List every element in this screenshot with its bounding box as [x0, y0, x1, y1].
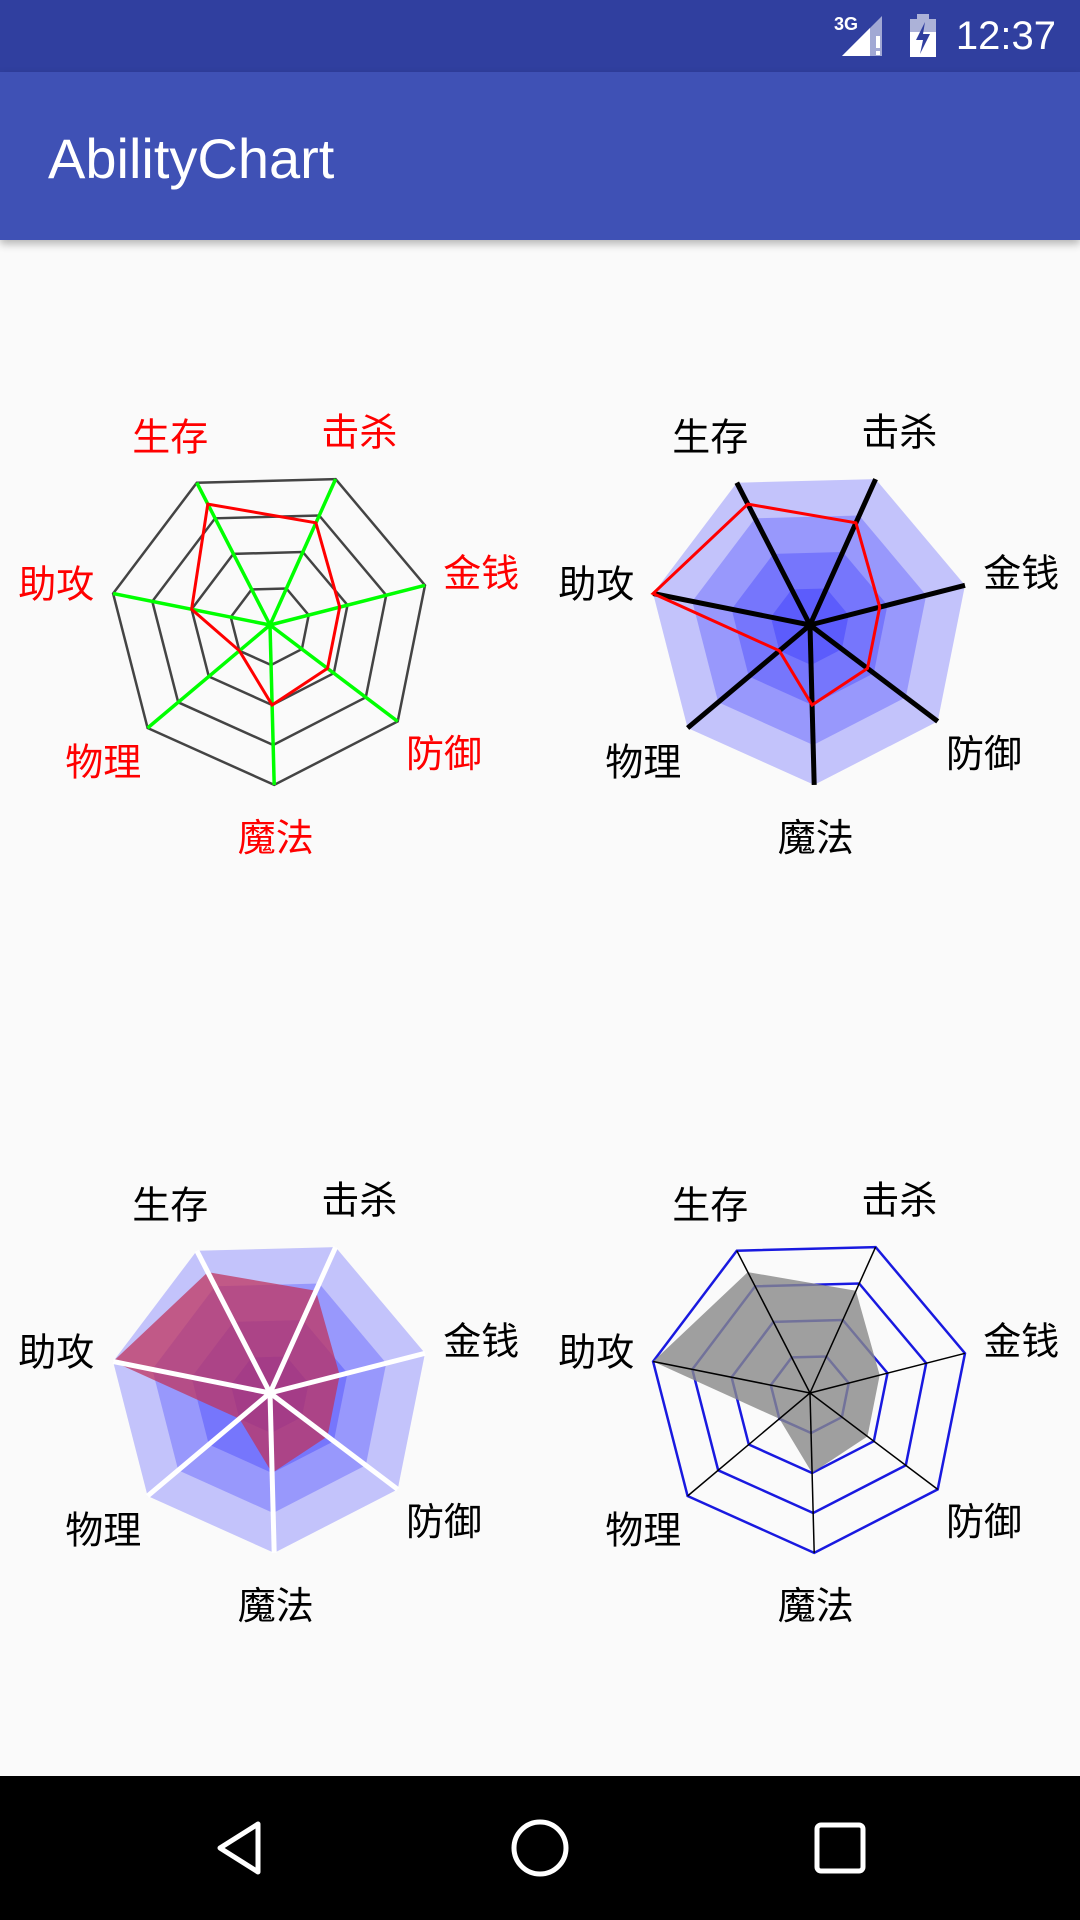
axis-label: 击杀 [861, 1179, 937, 1223]
axis-label: 击杀 [321, 411, 397, 455]
axis-label: 魔法 [778, 816, 854, 860]
radar-series [192, 504, 340, 705]
axis-label: 物理 [65, 1509, 141, 1553]
axis-label: 魔法 [238, 1584, 314, 1628]
axis-label: 防御 [946, 1500, 1022, 1544]
axis-label: 生存 [132, 1184, 208, 1228]
axis-label: 助攻 [18, 1330, 94, 1374]
signal-3g-icon: 3G [834, 12, 890, 60]
axis-label: 金钱 [983, 1319, 1059, 1363]
radar-spoke [270, 585, 425, 625]
axis-label: 物理 [605, 741, 681, 785]
axis-label: 助攻 [558, 562, 634, 606]
axis-label: 物理 [605, 1509, 681, 1553]
home-icon[interactable] [490, 1798, 590, 1898]
battery-charging-icon [908, 12, 938, 60]
axis-label: 金钱 [983, 551, 1059, 595]
axis-label: 金钱 [443, 551, 519, 595]
app-title: AbilityChart [48, 126, 334, 191]
app-bar: AbilityChart [0, 72, 1080, 240]
axis-label: 金钱 [443, 1319, 519, 1363]
axis-label: 助攻 [558, 1330, 634, 1374]
axis-label: 击杀 [861, 411, 937, 455]
axis-label: 防御 [406, 732, 482, 776]
axis-label: 助攻 [18, 562, 94, 606]
axis-label: 魔法 [238, 816, 314, 860]
axis-label: 魔法 [778, 1584, 854, 1628]
axis-label: 防御 [406, 1500, 482, 1544]
status-icons: 3G 12:37 [834, 0, 1056, 72]
radar-series [653, 1272, 880, 1473]
axis-label: 生存 [672, 416, 748, 460]
radar-spoke [148, 625, 270, 728]
navigation-bar [0, 1776, 1080, 1920]
axis-label: 防御 [946, 732, 1022, 776]
axis-label: 击杀 [321, 1179, 397, 1223]
recents-icon[interactable] [790, 1798, 890, 1898]
status-time: 12:37 [956, 14, 1056, 59]
axis-label: 生存 [672, 1184, 748, 1228]
svg-text:3G: 3G [834, 14, 858, 34]
status-bar: 3G 12:37 [0, 0, 1080, 72]
radar-spoke [688, 1393, 810, 1496]
axis-label: 生存 [132, 416, 208, 460]
back-icon[interactable] [190, 1798, 290, 1898]
axis-label: 物理 [65, 741, 141, 785]
